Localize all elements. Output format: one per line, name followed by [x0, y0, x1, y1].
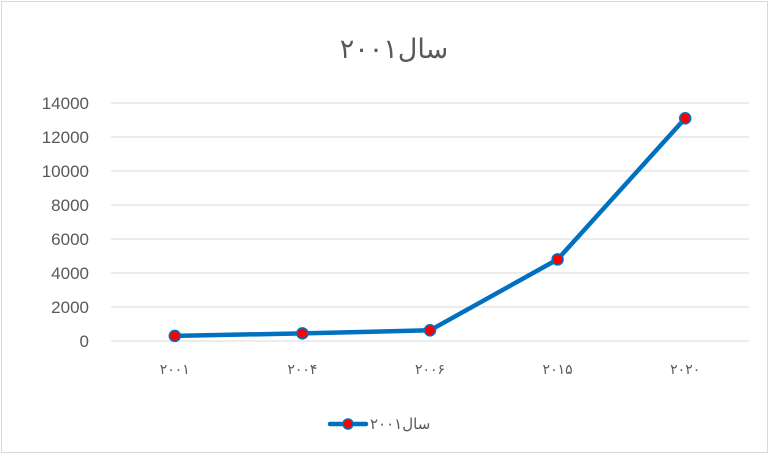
y-tick-label: 8000 [51, 196, 89, 215]
data-point [678, 112, 692, 125]
data-point [168, 329, 182, 343]
x-tick-label: ۲۰۱۵ [543, 362, 573, 378]
x-tick-label: ۲۰۰۱ [160, 362, 190, 378]
x-tick-label: ۲۰۲۰ [670, 362, 700, 378]
data-point [296, 327, 309, 340]
legend-marker-swatch [342, 418, 354, 430]
y-tick-label: 12000 [42, 128, 89, 147]
data-point [551, 253, 564, 266]
series-line [172, 116, 688, 339]
y-tick-label: 10000 [42, 162, 89, 181]
y-tick-label: 0 [80, 332, 89, 351]
x-tick-label: ۲۰۰۶ [415, 362, 445, 378]
data-point [423, 324, 437, 337]
y-tick-label: 4000 [51, 264, 89, 283]
x-tick-label: ۲۰۰۴ [287, 362, 317, 378]
legend: سال۲۰۰۱ [327, 415, 430, 433]
series-layer [168, 112, 692, 343]
gridlines [111, 102, 749, 342]
x-axis-ticks: ۲۰۰۱ ۲۰۰۴ ۲۰۰۶ ۲۰۱۵ ۲۰۲۰ [160, 362, 700, 378]
y-tick-label: 6000 [51, 230, 89, 249]
legend-label: سال۲۰۰۱ [370, 415, 430, 433]
y-tick-label: 2000 [51, 298, 89, 317]
y-tick-label: 14000 [42, 94, 89, 113]
y-axis-ticks: 0 2000 4000 6000 8000 10000 12000 14000 [42, 94, 89, 351]
chart-title: سال۲۰۰۱ [340, 34, 448, 65]
